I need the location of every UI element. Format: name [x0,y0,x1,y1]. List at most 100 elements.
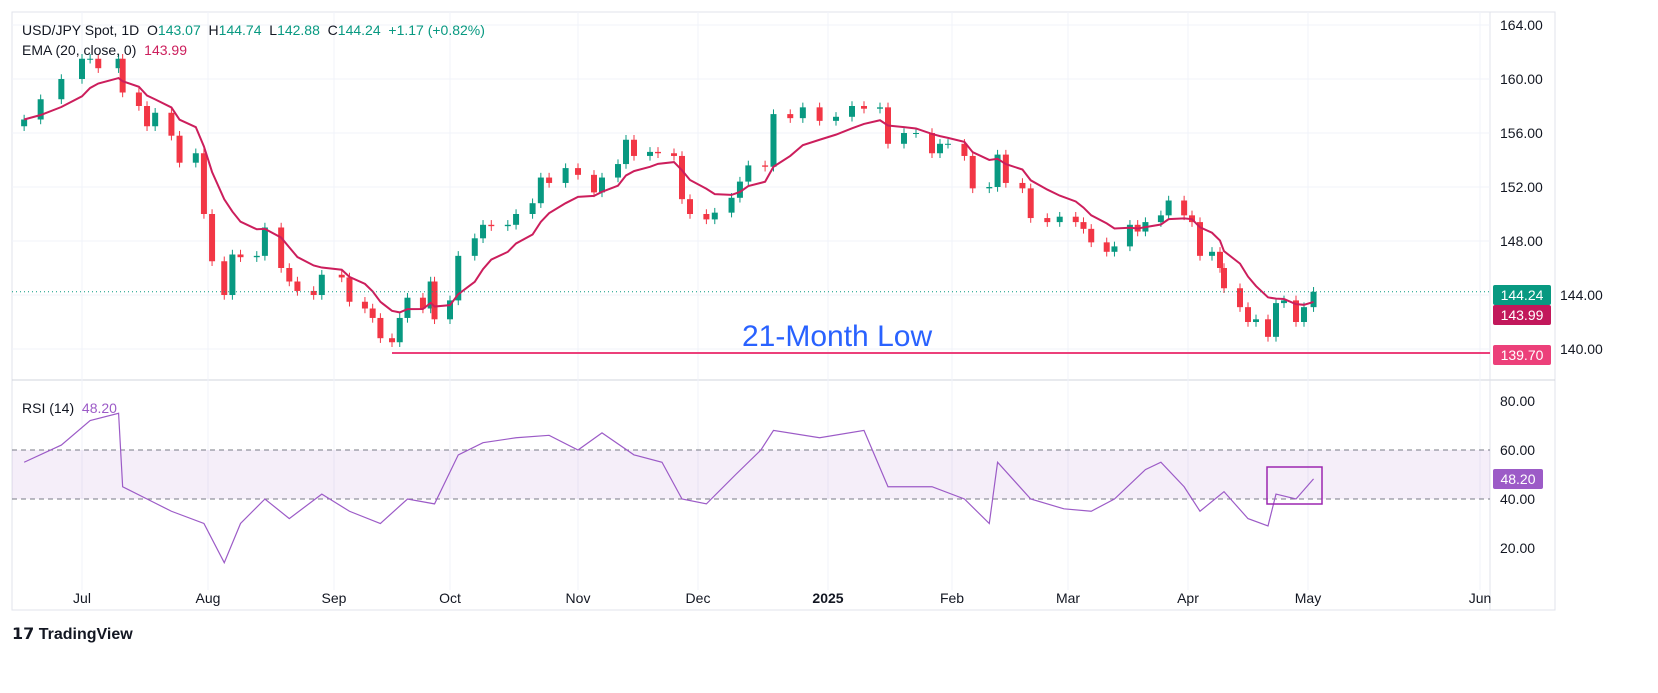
rsi-value: 48.20 [81,400,117,416]
candle-body [901,133,907,144]
candle-body [986,187,993,189]
candle-body [278,227,285,268]
candle-body [95,58,102,69]
candle-body [1157,215,1164,223]
candle-body [1221,268,1227,289]
candle-body [168,112,175,136]
candle-body [1019,182,1026,189]
time-tick-label: Sep [322,590,347,606]
candle-body [647,151,653,156]
candle-body [575,168,581,175]
candle-body [79,58,85,79]
candle-body [1103,242,1110,252]
candle-body [1002,154,1009,183]
low-label: L [269,22,278,38]
candle-body [937,143,943,154]
candle-body [261,227,268,256]
candle-body [1253,319,1259,322]
time-tick-label: Dec [686,590,711,606]
chart-frame [11,11,1556,611]
candle-body [1273,303,1279,337]
candle-body [816,107,823,121]
candle-body [671,153,677,156]
brand-label: TradingView [38,626,133,643]
candle-body [1209,251,1215,256]
candle-body [1080,222,1087,229]
candle-body [221,261,228,295]
candle-body [286,268,293,282]
candle-body [546,177,553,183]
candle-body [599,177,605,193]
low-value: 142.88 [277,22,320,38]
candle-body [679,155,685,200]
candle-body [58,79,65,100]
candle-body [377,317,384,339]
candle-body [745,165,752,182]
candle-body [1293,300,1299,322]
candle-body [152,112,159,127]
candle-body [504,224,511,227]
candle-body [310,290,317,295]
ema-label: EMA (20, close, 0) [22,42,137,58]
candle-body [209,214,216,262]
candle-body [200,153,207,214]
candle-body [135,92,142,106]
candle-body [1165,200,1172,216]
ema-legend: EMA (20, close, 0) 143.99 [22,42,187,58]
candle-body [119,58,126,93]
candle-body [787,114,794,119]
rsi-line [23,412,1315,565]
candle-body [471,238,478,256]
rsi-value-tag: 48.20 [1493,469,1543,489]
time-tick-label: Nov [566,590,591,606]
candle-body [389,338,395,343]
candle-body [1245,307,1251,322]
rsi-tick-label: 60.00 [1500,442,1535,458]
price-tick-label: 164.00 [1500,17,1543,33]
candle-body [455,255,462,301]
support-price-tag: 139.70 [1493,345,1551,365]
ema-line [23,76,1314,314]
candle-body [655,151,661,154]
tradingview-logo: 𝟭𝟳 TradingView [12,624,133,644]
time-tick-label: May [1295,590,1321,606]
candle-body [419,297,426,309]
time-tick-label: Jul [73,590,91,606]
change-value: +1.17 (+0.82%) [388,22,485,38]
candle-body [913,133,919,134]
rsi-tick-label: 40.00 [1500,491,1535,507]
candle-body [192,153,199,163]
candle-body [361,301,368,309]
candle-body [1056,216,1063,223]
candle-body [318,274,325,295]
annotation-21-month-low: 21-Month Low [742,320,933,353]
candle-body [833,116,839,121]
candle-body [728,197,735,213]
ema-price-tag: 143.99 [1493,305,1551,325]
candle-body [623,139,629,165]
rsi-highlight-box [1266,466,1323,505]
price-tick-label: 156.00 [1500,125,1543,141]
candle-body [176,135,183,163]
high-value: 144.74 [218,22,262,38]
candle-body [37,99,44,120]
candle-body [1111,246,1118,252]
candle-body [1197,222,1203,256]
candle-body [1217,251,1223,268]
candle-body [1181,200,1188,216]
candle-body [687,199,693,214]
candle-body [537,177,544,204]
candle-body [994,154,1001,187]
price-tick-label: 144.00 [1560,287,1603,303]
price-tick-label: 140.00 [1560,341,1603,357]
candle-body [294,281,301,291]
candle-body [1301,307,1307,322]
time-tick-label: Jun [1469,590,1492,606]
candle-body [969,155,976,189]
price-tick-label: 160.00 [1500,71,1543,87]
candle-body [1126,224,1133,247]
candle-body [736,181,743,198]
candle-body [945,143,951,145]
candle-body [562,168,569,183]
